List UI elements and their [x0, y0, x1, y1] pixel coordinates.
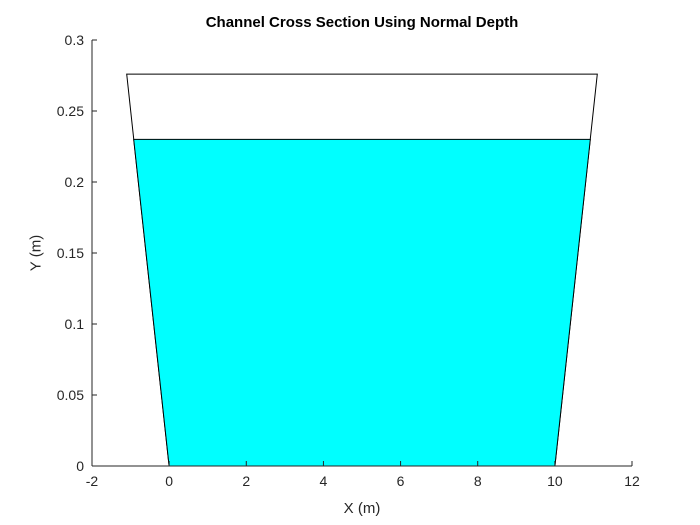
x-tick-label: 8	[474, 473, 482, 489]
x-tick-label: 0	[165, 473, 173, 489]
y-tick-label: 0	[76, 458, 84, 474]
x-tick-label: 12	[624, 473, 640, 489]
water-area	[133, 138, 591, 467]
x-tick-label: -2	[86, 473, 99, 489]
y-tick-label: 0.2	[65, 174, 85, 190]
y-tick-label: 0.15	[57, 245, 84, 261]
x-axis-label: X (m)	[343, 500, 381, 517]
x-tick-label: 2	[242, 473, 250, 489]
y-tick-label: 0.3	[65, 32, 85, 48]
y-tick-label: 0.05	[57, 387, 84, 403]
x-tick-label: 4	[320, 473, 328, 489]
x-tick-label: 10	[547, 473, 563, 489]
y-tick-label: 0.25	[57, 103, 84, 119]
x-tick-label: 6	[397, 473, 405, 489]
y-axis-label: Y (m)	[27, 234, 45, 272]
chart-marks	[126, 73, 598, 467]
y-tick-label: 0.1	[65, 316, 85, 332]
chart-title: Channel Cross Section Using Normal Depth	[205, 14, 519, 31]
